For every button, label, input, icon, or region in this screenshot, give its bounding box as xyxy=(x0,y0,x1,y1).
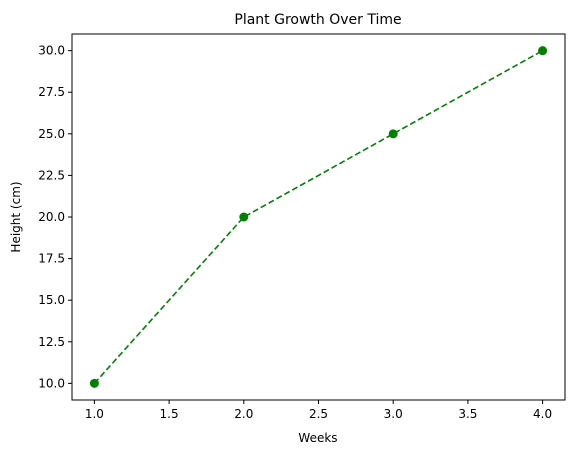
y-tick-label: 15.0 xyxy=(38,293,65,307)
y-tick-label: 25.0 xyxy=(38,127,65,141)
y-tick-label: 12.5 xyxy=(38,335,65,349)
plot-frame xyxy=(71,33,566,401)
data-point xyxy=(388,129,398,139)
x-tick-label: 3.5 xyxy=(458,407,477,421)
x-tick-label: 1.5 xyxy=(160,407,179,421)
y-tick-label: 17.5 xyxy=(38,252,65,266)
x-tick-label: 1.0 xyxy=(85,407,104,421)
y-tick-label: 20.0 xyxy=(38,210,65,224)
y-tick-label: 30.0 xyxy=(38,44,65,58)
y-tick-label: 27.5 xyxy=(38,85,65,99)
x-axis: 1.0 1.5 2.0 2.5 3.0 3.5 4.0 xyxy=(85,400,552,421)
x-tick-label: 3.0 xyxy=(384,407,403,421)
y-axis: 10.0 12.5 15.0 17.5 20.0 22.5 25.0 27.5 30.0 xyxy=(38,44,72,390)
series-line xyxy=(93,49,543,384)
y-axis-label: Height (cm) xyxy=(9,181,23,252)
y-tick-label: 22.5 xyxy=(38,168,65,182)
data-point xyxy=(89,378,99,388)
x-tick-label: 2.0 xyxy=(234,407,253,421)
x-axis-label: Weeks xyxy=(298,431,337,445)
data-point xyxy=(239,212,249,222)
series xyxy=(89,46,548,388)
y-tick-label: 10.0 xyxy=(38,376,65,390)
chart-title: Plant Growth Over Time xyxy=(234,12,401,28)
x-tick-label: 2.5 xyxy=(309,407,328,421)
data-point xyxy=(538,46,548,56)
x-tick-label: 4.0 xyxy=(533,407,552,421)
